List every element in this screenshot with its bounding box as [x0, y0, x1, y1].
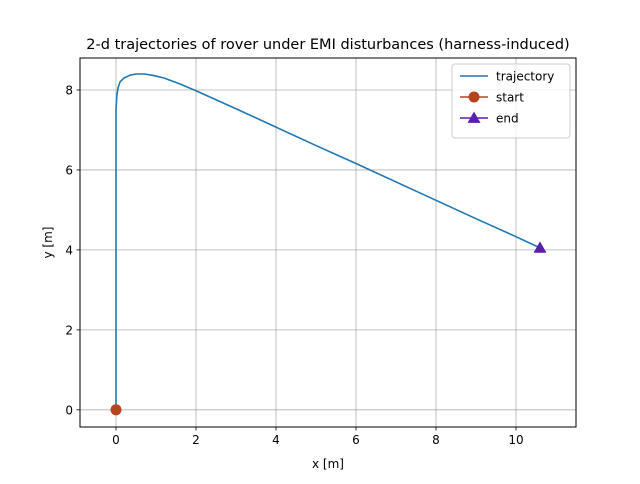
y-tick-label: 0 [65, 403, 73, 417]
legend-label-start: start [496, 91, 524, 105]
series-marker-end [533, 241, 547, 253]
legend-swatch-marker-end [467, 111, 481, 123]
axis-ticks: 0 2 4 6 8 10 0 2 4 6 8 [65, 83, 523, 447]
y-tick-label: 4 [65, 243, 73, 257]
x-axis-label: x [m] [312, 457, 344, 471]
chart-title: 2-d trajectories of rover under EMI dist… [86, 37, 569, 53]
legend-swatch-marker-start [468, 91, 480, 103]
legend-box [451, 63, 571, 139]
series-line-trajectory [115, 73, 541, 410]
x-tick-label: 10 [508, 433, 523, 447]
y-axis-label: y [m] [41, 227, 55, 259]
y-tick-label: 6 [65, 163, 73, 177]
x-tick-label: 2 [192, 433, 200, 447]
x-tick-label: 6 [352, 433, 360, 447]
y-tick-label: 2 [65, 323, 73, 337]
x-tick-label: 4 [272, 433, 280, 447]
x-tick-label: 8 [432, 433, 440, 447]
legend-label-end: end [496, 112, 519, 126]
x-tick-label: 0 [112, 433, 120, 447]
y-tick-label: 8 [65, 83, 73, 97]
axes-frame [79, 57, 577, 428]
legend-label-trajectory: trajectory [496, 70, 554, 84]
plot-series [110, 73, 547, 416]
legend: trajectory start end [451, 63, 571, 139]
series-marker-start [110, 404, 122, 416]
